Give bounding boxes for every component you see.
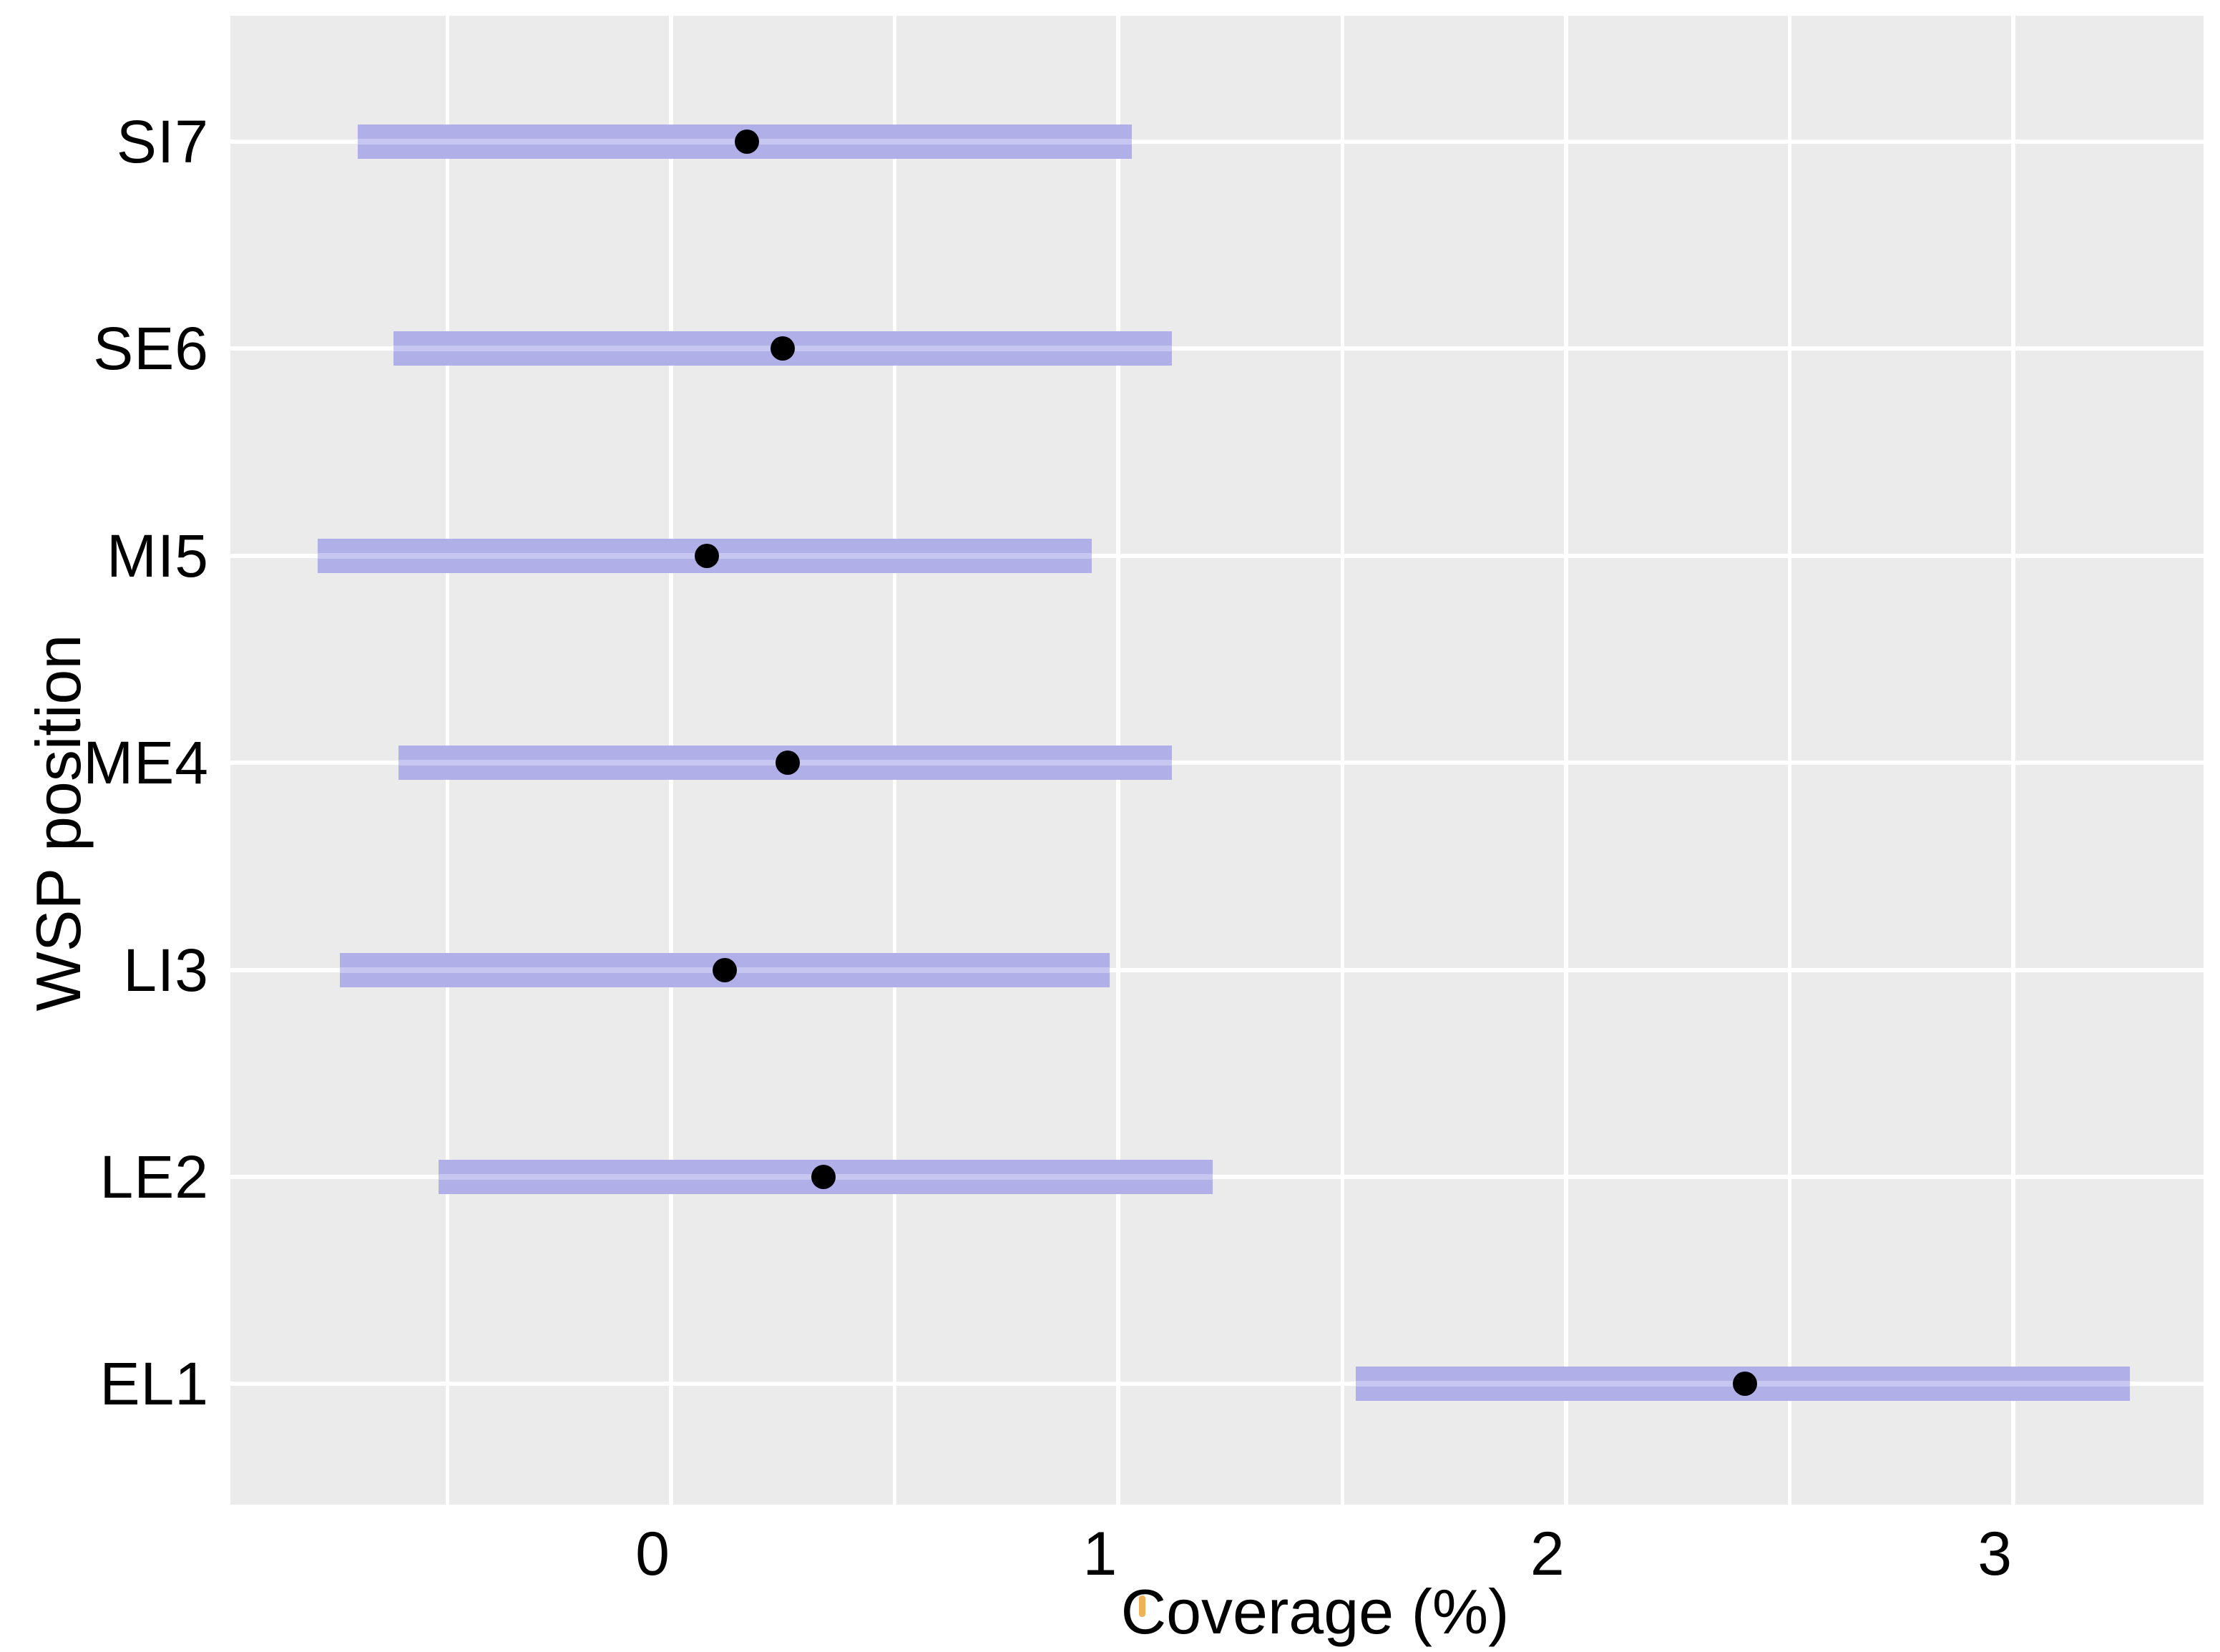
estimate-point-me4 bbox=[775, 751, 800, 776]
estimate-point-li3 bbox=[713, 957, 738, 982]
estimate-point-se6 bbox=[771, 336, 796, 361]
x-tick-label-2: 2 bbox=[1530, 1520, 1565, 1588]
y-tick-label-se6: SE6 bbox=[93, 315, 209, 383]
minor-gridline bbox=[1340, 16, 1344, 1505]
row-gridline bbox=[230, 761, 2204, 766]
row-gridline bbox=[230, 553, 2204, 558]
row-gridline bbox=[230, 967, 2204, 972]
row-gridline bbox=[230, 140, 2204, 144]
estimate-point-si7 bbox=[735, 129, 760, 154]
y-tick-label-le2: LE2 bbox=[99, 1143, 209, 1211]
row-gridline bbox=[230, 1382, 2204, 1387]
x-tick-label-0: 0 bbox=[635, 1520, 670, 1588]
row-gridline bbox=[230, 346, 2204, 351]
estimate-point-le2 bbox=[811, 1165, 836, 1189]
plot-panel bbox=[230, 16, 2204, 1505]
major-gridline bbox=[2011, 16, 2016, 1505]
major-gridline bbox=[1563, 16, 1568, 1505]
x-tick-label-1: 1 bbox=[1082, 1520, 1118, 1588]
y-tick-label-si7: SI7 bbox=[116, 108, 209, 175]
estimate-point-mi5 bbox=[695, 543, 720, 568]
stray-orange-mark bbox=[1139, 1595, 1145, 1617]
y-axis-title: WSP position bbox=[23, 634, 94, 1012]
y-tick-label-li3: LI3 bbox=[123, 936, 209, 1004]
estimate-point-el1 bbox=[1732, 1372, 1757, 1397]
x-axis-title: Coverage (%) bbox=[1120, 1576, 1510, 1647]
y-tick-label-me4: ME4 bbox=[83, 729, 209, 797]
minor-gridline bbox=[1788, 16, 1791, 1505]
y-tick-label-mi5: MI5 bbox=[106, 522, 209, 590]
row-gridline bbox=[230, 1175, 2204, 1179]
y-tick-label-el1: EL1 bbox=[99, 1350, 209, 1418]
x-tick-label-3: 3 bbox=[1977, 1520, 2013, 1588]
